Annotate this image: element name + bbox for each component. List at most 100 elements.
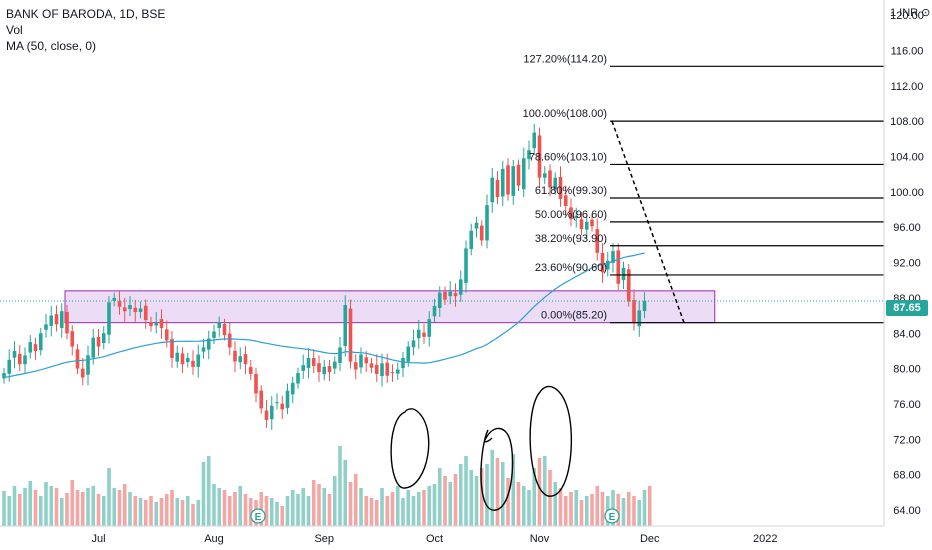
- symbol-title: BANK OF BARODA, 1D, BSE: [6, 7, 166, 21]
- volume-bar: [117, 490, 122, 526]
- candle-body: [558, 176, 563, 199]
- volume-bar: [553, 482, 558, 526]
- candle: [600, 243, 605, 283]
- candle: [338, 336, 342, 371]
- candle: [75, 344, 80, 374]
- candle: [238, 347, 243, 370]
- volume-bar: [296, 494, 300, 526]
- volume-bar: [143, 500, 148, 526]
- candle-body: [621, 267, 626, 281]
- candle: [280, 395, 285, 420]
- candle-body: [553, 177, 558, 190]
- candle: [500, 160, 505, 207]
- candle-body: [595, 229, 600, 253]
- candle-body: [521, 158, 526, 190]
- candle: [422, 323, 426, 344]
- candle-body: [38, 333, 43, 351]
- svg-text:E: E: [255, 512, 262, 523]
- candle: [296, 367, 300, 389]
- volume-bar: [406, 490, 411, 526]
- candle-body: [259, 390, 264, 409]
- candle-body: [201, 347, 206, 352]
- volume-bar: [574, 490, 579, 526]
- candle: [390, 364, 395, 382]
- volume-bar: [600, 492, 605, 526]
- candle: [117, 290, 122, 315]
- volume-bar: [642, 490, 647, 526]
- volume-bar: [196, 500, 201, 526]
- candle-body: [164, 329, 169, 341]
- candle: [285, 383, 290, 415]
- earnings-icon: E: [604, 508, 620, 524]
- candle: [33, 338, 38, 360]
- candle-body: [422, 332, 426, 337]
- volume-bar: [280, 506, 285, 526]
- candle: [159, 309, 164, 339]
- candle: [343, 295, 348, 357]
- volume-bar: [558, 488, 563, 526]
- candle-body: [600, 252, 605, 273]
- candle: [537, 127, 542, 188]
- candle-body: [369, 363, 374, 368]
- volume-bar: [80, 492, 85, 526]
- candle: [569, 198, 573, 227]
- candle-body: [133, 307, 138, 313]
- volume-bar: [364, 496, 369, 526]
- volume-bar: [86, 488, 90, 526]
- volume-bar: [542, 456, 547, 526]
- candle: [469, 223, 474, 256]
- x-tick-label: Nov: [530, 533, 550, 545]
- candle-body: [17, 353, 22, 365]
- candle-body: [128, 304, 132, 310]
- volume-bar: [185, 496, 190, 526]
- volume-bar: [75, 490, 80, 526]
- candle: [590, 214, 594, 232]
- candle-body: [296, 373, 300, 384]
- candle-body: [180, 353, 185, 365]
- candle: [595, 218, 600, 261]
- volume-bar: [521, 486, 526, 526]
- volume-bar: [563, 496, 568, 526]
- y-tick-label: 112.00: [891, 81, 924, 93]
- candle-body: [474, 222, 479, 229]
- price-candles: [2, 123, 647, 430]
- candle-body: [44, 324, 48, 330]
- candle-body: [86, 355, 90, 375]
- volume-bar: [317, 484, 321, 526]
- candle: [542, 166, 547, 184]
- candle-body: [49, 315, 54, 326]
- candle-body: [138, 308, 143, 313]
- candle-body: [23, 355, 27, 365]
- candle: [49, 305, 54, 337]
- candle: [616, 243, 621, 290]
- candle: [490, 167, 495, 213]
- candle: [511, 160, 516, 205]
- candle: [301, 354, 306, 379]
- x-tick-label: Aug: [204, 533, 224, 545]
- candle: [306, 348, 311, 379]
- candle: [17, 344, 22, 372]
- volume-bar: [2, 491, 6, 526]
- volume-bar: [96, 494, 101, 526]
- candle-body: [269, 405, 274, 420]
- candle-body: [516, 164, 521, 186]
- volume-bar: [301, 488, 306, 526]
- currency-label[interactable]: 1 INR ⊙: [890, 7, 931, 19]
- candle: [28, 335, 33, 359]
- candle-body: [500, 168, 505, 197]
- candle: [275, 393, 279, 410]
- candle: [401, 351, 405, 377]
- volume-bar: [500, 462, 505, 526]
- candle-body: [33, 344, 38, 351]
- volume-bar: [584, 496, 589, 526]
- candle: [38, 327, 43, 356]
- candle: [149, 316, 153, 332]
- volume-bar: [175, 498, 180, 526]
- x-tick-label: Sep: [314, 533, 334, 545]
- volume-bar: [285, 496, 290, 526]
- candle-body: [248, 367, 253, 374]
- svg-text:E: E: [609, 512, 616, 523]
- candle: [453, 283, 458, 307]
- candle: [532, 123, 537, 156]
